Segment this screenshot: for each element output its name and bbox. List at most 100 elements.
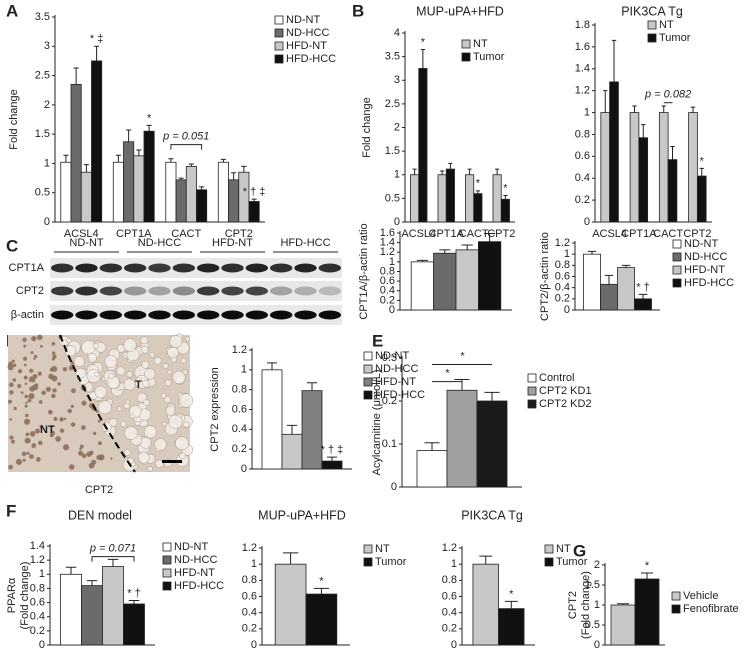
ihc-cell bbox=[87, 353, 97, 363]
bar bbox=[634, 578, 660, 646]
blot-band bbox=[99, 263, 123, 273]
error-bar bbox=[307, 382, 317, 391]
legend-swatch bbox=[363, 377, 373, 387]
legend-label: Tumor bbox=[473, 51, 505, 63]
significance-marker: * bbox=[319, 575, 324, 587]
bar bbox=[617, 267, 635, 311]
y-tick-label: 1.4 bbox=[575, 63, 590, 75]
y-tick-label: 1.2 bbox=[380, 246, 395, 258]
y-tick-label: 0 bbox=[44, 216, 50, 228]
y-tick-label: 0 bbox=[39, 639, 45, 651]
y-tick-label: 0.2 bbox=[555, 293, 570, 305]
error-bar bbox=[327, 456, 337, 462]
ihc-cell bbox=[138, 451, 150, 464]
panel-letter: A bbox=[6, 1, 18, 20]
legend-swatch bbox=[162, 555, 172, 565]
y-tick-label: 0.8 bbox=[442, 574, 457, 586]
bar bbox=[112, 161, 124, 223]
y-tick-label: 0.8 bbox=[232, 384, 247, 396]
ihc-cell bbox=[39, 344, 44, 348]
legend-label: NT bbox=[375, 543, 390, 555]
bar bbox=[696, 175, 707, 223]
legend-label: ND-HCC bbox=[286, 27, 329, 39]
ihc-cell bbox=[164, 379, 172, 387]
chart-title: MUP-uPA+HFD bbox=[258, 508, 346, 522]
blot-group-label: ND-NT bbox=[69, 237, 103, 249]
y-tick-label: 1.2 bbox=[30, 554, 45, 566]
bar bbox=[437, 174, 447, 223]
error-bar bbox=[412, 168, 417, 175]
legend-swatch bbox=[672, 265, 682, 275]
y-tick-label: 0 bbox=[241, 463, 247, 475]
error-bar bbox=[611, 39, 617, 82]
y-tick-label: 0.5 bbox=[585, 619, 600, 631]
y-tick-label: 0 bbox=[451, 639, 457, 651]
ihc-cell bbox=[178, 452, 186, 460]
error-bar bbox=[504, 600, 518, 609]
error-bar bbox=[484, 391, 500, 401]
bar bbox=[446, 389, 478, 488]
blot-strip bbox=[50, 281, 342, 301]
bar bbox=[658, 112, 669, 223]
ihc-cell bbox=[98, 454, 105, 461]
bar bbox=[228, 179, 240, 223]
y-tick-label: 1 bbox=[584, 106, 590, 118]
significance-marker: * bbox=[503, 182, 508, 194]
y-tick-label: 1 bbox=[564, 248, 570, 260]
legend-label: ND-NT bbox=[286, 14, 320, 26]
blot-group-label: ND-HCC bbox=[138, 237, 181, 249]
ihc-cell bbox=[35, 456, 41, 462]
legend-label: Tumor bbox=[375, 556, 407, 568]
ihc-cell bbox=[17, 383, 22, 389]
error-bar bbox=[126, 129, 132, 142]
y-axis-label: Acylcarnitine (μmol/L) bbox=[371, 370, 383, 476]
ihc-cell bbox=[104, 354, 118, 368]
ihc-cell bbox=[108, 372, 115, 379]
y-tick-label: 1 bbox=[394, 169, 400, 181]
error-bar bbox=[231, 172, 237, 180]
ihc-cell bbox=[25, 413, 29, 418]
ihc-cell bbox=[90, 459, 97, 466]
y-tick-label: 1.6 bbox=[575, 41, 590, 53]
legend-swatch bbox=[274, 15, 284, 25]
y-tick-label: 1.4 bbox=[30, 540, 45, 552]
error-bar bbox=[661, 105, 666, 113]
error-bar bbox=[199, 186, 205, 190]
y-tick-label: 1 bbox=[44, 157, 50, 169]
error-bar bbox=[439, 249, 451, 254]
ihc-cell bbox=[178, 393, 194, 408]
error-bar bbox=[424, 442, 440, 451]
legend-label: NT bbox=[659, 19, 674, 31]
ihc-cell bbox=[155, 459, 164, 469]
y-tick-label: 0.8 bbox=[380, 265, 395, 277]
ihc-cell bbox=[22, 356, 28, 361]
error-bar bbox=[420, 49, 425, 69]
error-bar bbox=[115, 154, 121, 163]
blot-band bbox=[75, 310, 98, 320]
error-bar bbox=[454, 379, 470, 391]
y-tick-label: 2 bbox=[594, 559, 600, 571]
error-bar bbox=[63, 154, 69, 163]
x-tick-label: CPT1A bbox=[429, 228, 465, 240]
ihc-cell bbox=[167, 369, 172, 375]
bar bbox=[60, 573, 82, 646]
error-bar bbox=[107, 558, 119, 567]
error-bar bbox=[632, 105, 637, 113]
y-tick-label: 0.3 bbox=[382, 352, 397, 364]
blot-group-label: HFD-HCC bbox=[280, 237, 330, 249]
legend-label: HFD-HCC bbox=[684, 277, 734, 289]
y-tick-label: 3 bbox=[44, 40, 50, 52]
ihc-cell bbox=[52, 354, 57, 359]
y-tick-label: 1 bbox=[241, 364, 247, 376]
legend-swatch bbox=[527, 386, 537, 396]
bar bbox=[629, 112, 640, 223]
error-bar bbox=[287, 424, 297, 435]
ihc-cell bbox=[28, 454, 34, 460]
bar bbox=[688, 112, 698, 223]
error-bar bbox=[670, 145, 675, 160]
error-bar bbox=[475, 190, 480, 194]
legend-swatch bbox=[672, 239, 682, 249]
ihc-cell bbox=[86, 451, 92, 458]
ihc-cell bbox=[68, 464, 75, 470]
ihc-cell bbox=[20, 391, 24, 395]
